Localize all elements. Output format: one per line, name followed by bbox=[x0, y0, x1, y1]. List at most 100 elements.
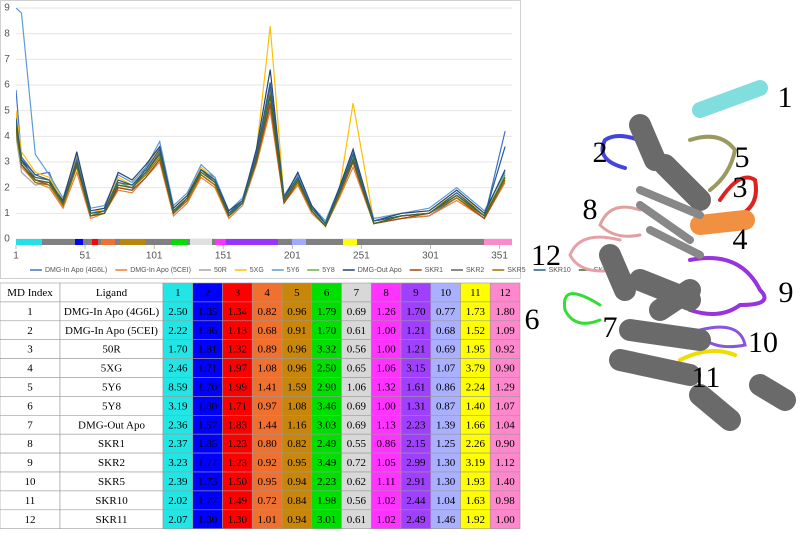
table-value: DMG-Out Apo bbox=[78, 419, 145, 431]
table-value: 1.59 bbox=[287, 381, 307, 393]
table-value: 3.49 bbox=[317, 457, 337, 469]
table-value: 1.09 bbox=[496, 325, 516, 337]
table-value: 3 bbox=[27, 344, 33, 356]
table-value: 1.99 bbox=[228, 381, 248, 393]
table-value: 1.04 bbox=[436, 495, 456, 507]
loop-12 bbox=[568, 235, 622, 273]
legend-label: 5XG bbox=[250, 267, 264, 274]
table-value: 0.62 bbox=[347, 476, 366, 488]
table-value: 0.91 bbox=[287, 325, 306, 337]
table-value: 1.50 bbox=[228, 476, 248, 488]
table-value: 2.23 bbox=[317, 476, 337, 488]
table-value: 2.37 bbox=[168, 438, 188, 450]
loop-11 bbox=[678, 349, 737, 362]
table-value: 1.61 bbox=[406, 381, 425, 393]
loop-6 bbox=[562, 292, 602, 325]
table-value: 2 bbox=[27, 325, 33, 337]
table-value: 1.97 bbox=[228, 363, 248, 375]
table-value: 2.26 bbox=[466, 438, 486, 450]
table-value: 1.11 bbox=[377, 476, 396, 488]
loop-10 bbox=[698, 325, 747, 349]
table-value: 0.95 bbox=[287, 457, 307, 469]
table-value: 2.49 bbox=[406, 514, 426, 526]
loop-9 bbox=[688, 256, 767, 316]
protein-structure bbox=[562, 80, 796, 431]
table-value: 1.04 bbox=[496, 419, 516, 431]
table-value: SKR10 bbox=[95, 495, 128, 507]
table-value: 0.86 bbox=[377, 438, 397, 450]
table-value: 0.96 bbox=[287, 344, 307, 356]
legend-label: SKR5 bbox=[507, 267, 525, 274]
table-header: 1 bbox=[175, 287, 181, 299]
table-value: DMG-In Apo (5CEI) bbox=[65, 325, 158, 337]
table-value: 2.44 bbox=[406, 495, 426, 507]
x-tick-label: 151 bbox=[215, 251, 232, 262]
loop-8 bbox=[598, 205, 642, 238]
legend-label: DMG-In Apo (5CEI) bbox=[130, 267, 191, 274]
table-value: 1.21 bbox=[406, 344, 425, 356]
table-value: 1.40 bbox=[496, 476, 516, 488]
table-value: 1.29 bbox=[496, 381, 516, 393]
y-tick-label: 8 bbox=[4, 28, 10, 39]
table-value: 0.87 bbox=[436, 400, 456, 412]
table-value: 11 bbox=[25, 495, 36, 507]
table-value: 0.55 bbox=[347, 438, 367, 450]
y-tick-label: 5 bbox=[4, 105, 10, 116]
table-value: 1.06 bbox=[347, 381, 367, 393]
loop-3 bbox=[718, 175, 758, 217]
table-value: 8.59 bbox=[168, 381, 188, 393]
table-value: 50R bbox=[102, 344, 121, 356]
table-value: 1.06 bbox=[377, 363, 397, 375]
region-strip bbox=[16, 239, 512, 245]
table-value: 2.15 bbox=[406, 438, 426, 450]
table-value: 1.92 bbox=[466, 514, 485, 526]
table-value: 1.85 bbox=[198, 306, 218, 318]
table-header: Ligand bbox=[96, 287, 128, 299]
table-value: 0.72 bbox=[258, 495, 277, 507]
table-value: 1.95 bbox=[466, 344, 486, 356]
table-header: 11 bbox=[470, 287, 481, 299]
table-header: 12 bbox=[500, 287, 511, 299]
legend-label: SKR2 bbox=[466, 267, 484, 274]
table-value: 1.73 bbox=[198, 476, 218, 488]
table-header: 4 bbox=[264, 287, 270, 299]
table-value: 2.91 bbox=[406, 476, 425, 488]
x-tick-label: 1 bbox=[13, 251, 19, 262]
structure-label: 5 bbox=[735, 141, 750, 174]
table-value: 1.57 bbox=[198, 419, 218, 431]
table-value: 1.32 bbox=[377, 381, 396, 393]
table-value: SKR1 bbox=[98, 438, 125, 450]
table-value: 1.44 bbox=[258, 419, 278, 431]
table-value: 3.79 bbox=[466, 363, 486, 375]
table-value: 0.86 bbox=[436, 381, 456, 393]
table-value: 1.30 bbox=[228, 514, 248, 526]
table-value: 6 bbox=[27, 400, 33, 412]
table-value: 3.19 bbox=[168, 400, 188, 412]
legend-label: DMG-In Apo (4G6L) bbox=[45, 267, 107, 274]
table-value: 2.07 bbox=[168, 514, 188, 526]
table-value: 2.46 bbox=[168, 363, 188, 375]
legend-label: 50R bbox=[214, 267, 227, 274]
table-value: 2.24 bbox=[466, 381, 486, 393]
table-value: 0.65 bbox=[347, 363, 367, 375]
table-value: 1.66 bbox=[466, 419, 486, 431]
table-value: 1.21 bbox=[406, 325, 425, 337]
table-value: 0.68 bbox=[436, 325, 456, 337]
table-value: 1.93 bbox=[466, 476, 486, 488]
helix-4 bbox=[690, 210, 755, 235]
table-value: 1.77 bbox=[198, 495, 218, 507]
table-value: 2.50 bbox=[168, 306, 188, 318]
table-header: 10 bbox=[440, 287, 452, 299]
table-value: 0.82 bbox=[287, 438, 306, 450]
structure-label: 10 bbox=[748, 326, 778, 359]
table-value: 2.02 bbox=[168, 495, 187, 507]
y-tick-label: 3 bbox=[4, 157, 10, 168]
table-value: 8 bbox=[27, 438, 33, 450]
structure-label: 4 bbox=[733, 223, 748, 256]
table-value: 2.39 bbox=[168, 476, 188, 488]
table-header: 5 bbox=[294, 287, 300, 299]
table-value: 0.98 bbox=[496, 495, 516, 507]
table-value: 1.79 bbox=[317, 306, 337, 318]
table-value: 2.50 bbox=[317, 363, 337, 375]
